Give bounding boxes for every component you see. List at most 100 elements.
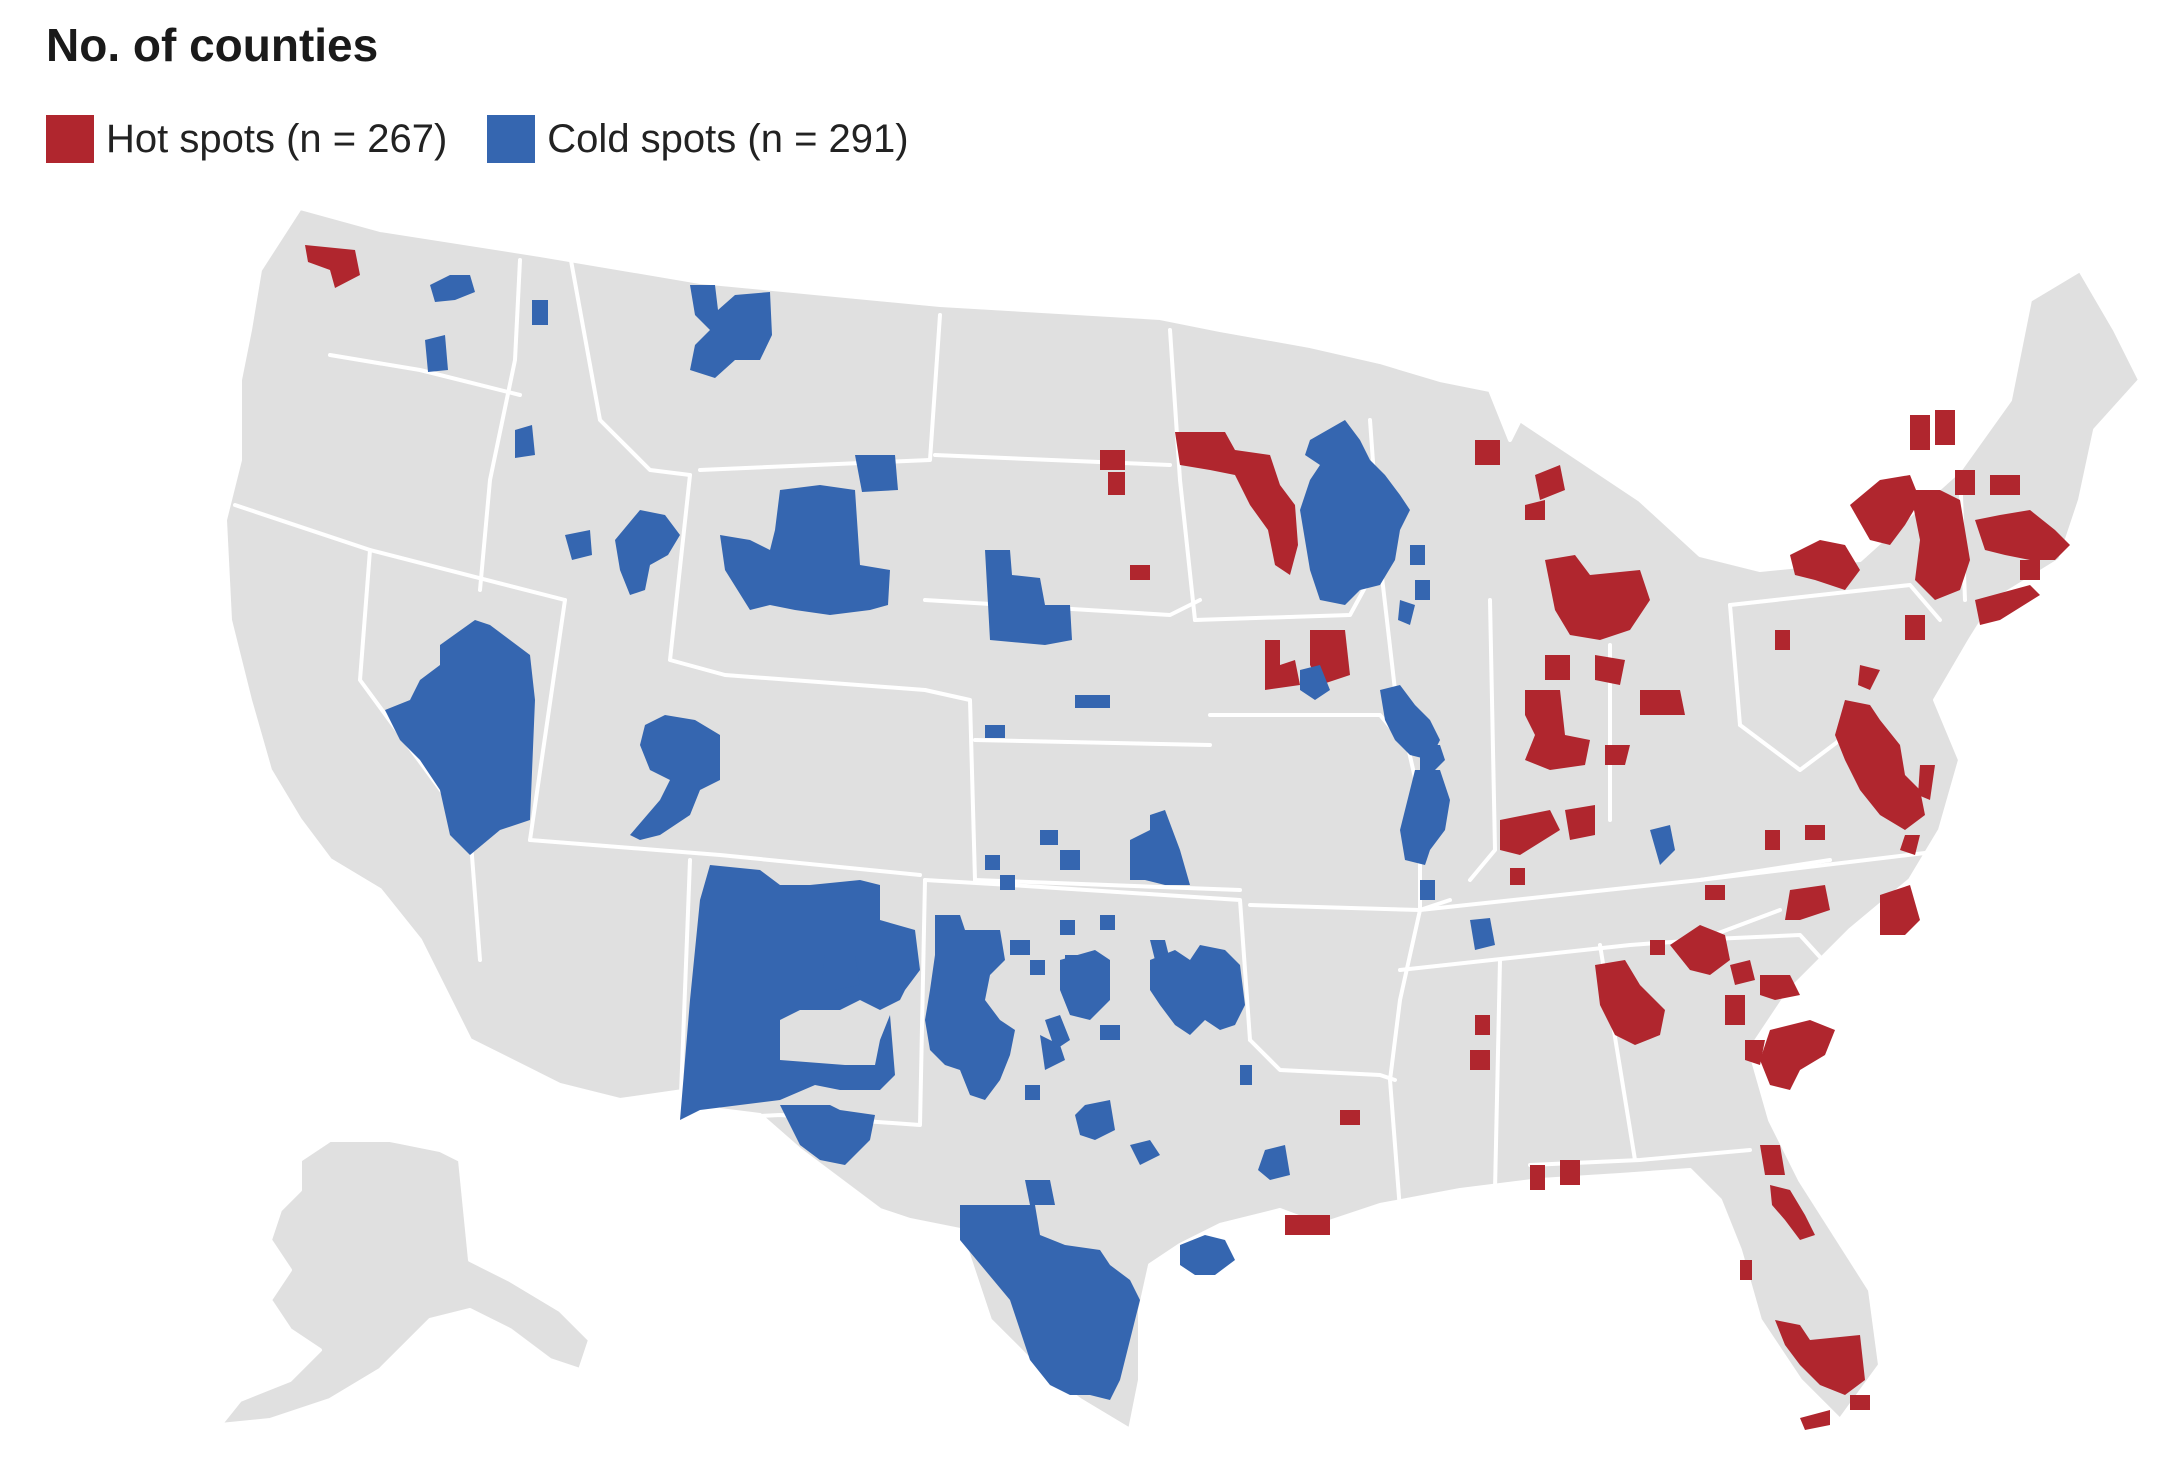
hot-spot-region — [1790, 540, 1860, 590]
border-mn-west — [1168, 328, 1197, 622]
cold-spot-region — [1100, 915, 1115, 930]
cold-spot-region — [1060, 950, 1110, 1020]
hot-spot-region — [1545, 555, 1650, 640]
hot-spot-region — [1530, 1165, 1545, 1190]
border-ut-az — [528, 838, 922, 877]
hot-spot-region — [1760, 1020, 1835, 1090]
border-va-nc — [1698, 848, 1952, 882]
cold-spot-region — [1040, 1035, 1065, 1070]
cold-spot-region — [1410, 545, 1425, 565]
hot-spot-region — [1955, 470, 1975, 495]
hot-spot-region — [1770, 1185, 1815, 1240]
map-title: No. of counties — [46, 19, 379, 71]
hot-spot-region — [1595, 960, 1665, 1045]
hot-spots-layer — [305, 245, 2070, 1430]
cold-spot-region — [1025, 1085, 1040, 1100]
cold-spot-region — [680, 865, 920, 1120]
hot-spot-region — [1880, 885, 1920, 935]
border-pa-ny — [1728, 583, 1942, 622]
cold-spot-region — [1398, 600, 1415, 625]
border-nc-sc — [1688, 933, 1852, 992]
cold-spot-region — [1420, 745, 1445, 775]
cold-spots-swatch — [487, 115, 536, 163]
cold-spot-region — [385, 620, 535, 855]
cold-spot-region — [720, 485, 890, 615]
hot-spot-region — [1775, 1320, 1865, 1395]
cold-spot-region — [532, 300, 548, 325]
cold-spot-region — [1300, 420, 1410, 605]
hot-spot-region — [1475, 440, 1500, 465]
hot-spot-region — [1525, 500, 1545, 520]
cold-spot-region — [855, 455, 898, 492]
hot-spot-region — [1910, 415, 1930, 450]
cold-spot-region — [630, 715, 720, 840]
hot-spot-region — [1175, 432, 1298, 575]
cold-spot-region — [1420, 880, 1435, 900]
border-wy-co-ut — [668, 473, 927, 692]
border-nv-ut — [528, 598, 567, 842]
hot-spot-region — [1775, 630, 1790, 650]
cold-spot-region — [1030, 960, 1045, 975]
hot-spot-region — [1560, 1160, 1580, 1185]
cold-spot-region — [1045, 1015, 1070, 1050]
hot-spot-region — [1670, 925, 1730, 975]
hot-spot-region — [1835, 700, 1925, 830]
hot-spot-region — [1910, 490, 1970, 600]
cold-spot-region — [1400, 770, 1450, 865]
cold-spot-region — [1100, 1025, 1120, 1040]
hot-spot-region — [1500, 810, 1560, 855]
hot-spot-region — [1730, 960, 1755, 985]
border-az-nm — [678, 858, 692, 1122]
cold-spot-region — [1060, 850, 1080, 870]
cold-spot-region — [1415, 580, 1430, 600]
border-mt-id-wy — [568, 253, 692, 477]
cold-spot-region — [822, 955, 860, 990]
hot-spot-region — [1900, 835, 1920, 855]
border-ks-ok — [973, 878, 1242, 892]
cold-spot-region — [1130, 1140, 1160, 1165]
hot-spot-region — [305, 245, 360, 288]
cold-spot-region — [425, 335, 448, 372]
hot-spot-region — [1605, 745, 1630, 765]
hot-spot-region — [1510, 868, 1525, 885]
hot-spot-region — [1470, 1050, 1490, 1070]
cold-spot-region — [565, 530, 592, 560]
us-county-map — [218, 206, 2142, 1432]
cold-spot-region — [985, 550, 1072, 645]
hot-spot-region — [1265, 640, 1300, 690]
hot-spot-region — [1745, 1040, 1765, 1065]
cold-spot-region — [1300, 665, 1330, 700]
hot-spot-region — [1990, 475, 2020, 495]
border-co-ks-ne — [923, 688, 977, 882]
hot-spot-region — [1760, 1145, 1785, 1175]
hot-spot-region — [1725, 995, 1745, 1025]
legend-item-hot-spots: Hot spots (n = 267) — [46, 115, 447, 163]
hot-spot-region — [1595, 655, 1625, 685]
legend: Hot spots (n = 267) Cold spots (n = 291) — [46, 114, 949, 164]
cold-spot-region — [1130, 810, 1190, 885]
cold-spot-region — [925, 915, 1015, 1100]
cold-spot-region — [1075, 1100, 1115, 1140]
cold-spots-layer — [385, 275, 1675, 1400]
hot-spot-region — [1535, 465, 1565, 500]
border-ms-al — [1493, 958, 1502, 1192]
cold-spot-region — [615, 510, 680, 595]
hot-spot-region — [2020, 560, 2040, 580]
border-ar-la — [1248, 1038, 1397, 1082]
contiguous-us-landmass — [223, 206, 2142, 1432]
hot-spot-region — [1760, 975, 1800, 1000]
hot-spot-region — [1108, 472, 1125, 495]
cold-spot-region — [1180, 1235, 1235, 1275]
border-mt-wy-dakotas — [698, 313, 942, 472]
cold-spot-region — [1150, 945, 1245, 1035]
hot-spot-region — [1858, 665, 1880, 690]
hot-spot-region — [1805, 825, 1825, 840]
cold-spot-region — [1470, 918, 1495, 950]
cold-spot-region — [1040, 830, 1058, 845]
hot-spots-label: Hot spots (n = 267) — [106, 116, 448, 161]
border-ne-ks — [973, 738, 1212, 747]
hot-spot-region — [1850, 475, 1920, 545]
border-ok-tx — [923, 878, 1252, 1042]
cold-spot-region — [960, 1205, 1140, 1400]
hot-spot-region — [1285, 1215, 1330, 1235]
